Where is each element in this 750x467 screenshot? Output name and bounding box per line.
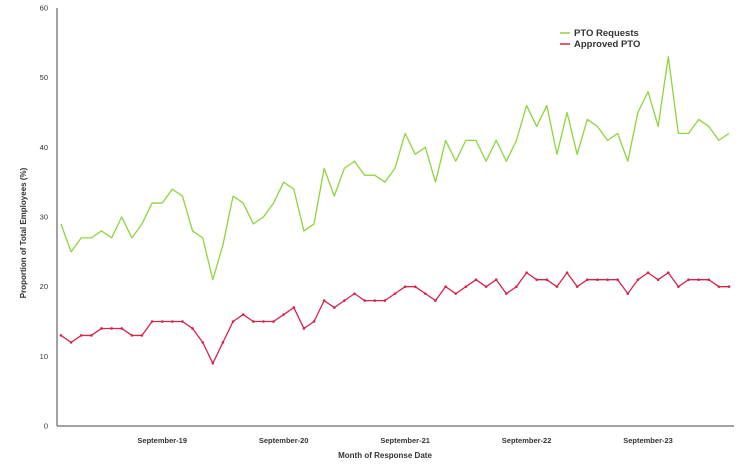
data-point-approved-pto [59,334,63,337]
chart-axes [56,8,734,427]
data-point-approved-pto [191,327,194,330]
data-point-approved-pto [464,285,468,288]
data-point-approved-pto [343,299,346,302]
data-point-approved-pto [302,327,306,330]
x-tick-label: September-23 [623,436,673,445]
x-tick-label: September-22 [502,436,552,445]
data-point-approved-pto [110,327,113,330]
y-tick-label: 50 [40,73,48,82]
data-point-approved-pto [332,306,336,309]
data-point-approved-pto [444,285,447,288]
data-point-approved-pto [322,299,326,302]
data-point-approved-pto [707,278,711,282]
data-point-approved-pto [697,278,700,282]
data-point-approved-pto [596,278,599,282]
data-point-approved-pto [545,278,549,282]
data-point-approved-pto [525,271,528,275]
data-point-approved-pto [575,285,579,288]
data-point-approved-pto [120,327,124,330]
y-axis-title: Proportion of Total Employees (%) [19,167,28,298]
data-point-approved-pto [626,292,630,295]
data-point-approved-pto [555,285,559,288]
data-point-approved-pto [252,320,255,323]
data-point-approved-pto [150,320,154,323]
series-approved-pto [59,271,731,365]
y-axis-ticks: 0 10 20 30 40 50 60 [40,4,48,431]
series-pto-requests [60,56,730,281]
data-point-approved-pto [677,285,680,288]
data-point-approved-pto [484,285,488,288]
series-line-pto-requests [60,56,730,281]
data-point-approved-pto [221,341,225,344]
data-point-approved-pto [505,292,508,295]
legend: PTO Requests Approved PTO [560,28,640,50]
data-point-approved-pto [494,278,498,282]
data-point-approved-pto [79,334,83,337]
data-point-approved-pto [363,299,366,302]
data-point-approved-pto [434,299,437,302]
y-tick-label: 30 [40,213,48,222]
data-point-approved-pto [727,285,731,288]
data-point-approved-pto [140,334,144,337]
data-point-approved-pto [292,306,296,309]
y-tick-label: 0 [44,422,48,431]
data-point-approved-pto [565,271,569,275]
x-axis-title: Month of Response Date [338,451,432,460]
data-point-approved-pto [687,278,690,282]
series-group [59,56,731,365]
data-point-approved-pto [666,271,670,275]
data-point-approved-pto [454,292,458,295]
data-point-approved-pto [282,313,285,316]
data-point-approved-pto [535,278,538,282]
data-point-approved-pto [171,320,174,323]
y-tick-label: 40 [40,143,48,152]
data-point-approved-pto [262,320,265,323]
series-line-approved-pto [60,272,729,364]
data-point-approved-pto [474,278,478,282]
data-point-approved-pto [515,285,518,288]
data-point-approved-pto [353,292,356,295]
data-point-approved-pto [181,320,184,323]
data-point-approved-pto [586,278,589,282]
x-tick-label: September-20 [259,436,309,445]
y-tick-label: 10 [40,352,48,361]
x-tick-label: September-19 [137,436,187,445]
data-point-approved-pto [403,285,407,288]
data-point-approved-pto [90,334,93,337]
data-point-approved-pto [383,299,387,302]
y-tick-label: 60 [40,4,48,13]
legend-label-pto-requests: PTO Requests [574,28,639,39]
data-point-approved-pto [100,327,103,330]
data-point-approved-pto [616,278,619,282]
data-point-approved-pto [130,334,134,337]
legend-label-approved-pto: Approved PTO [574,39,640,50]
data-point-approved-pto [424,292,427,295]
data-point-approved-pto [231,320,235,323]
y-tick-label: 20 [40,282,48,291]
data-point-approved-pto [211,362,215,365]
data-point-approved-pto [656,278,660,282]
data-point-approved-pto [393,292,397,295]
data-point-approved-pto [69,341,73,344]
data-point-approved-pto [373,299,377,302]
data-point-approved-pto [606,278,609,282]
data-point-approved-pto [160,320,164,323]
x-axis-ticks: September-19 September-20 September-21 Sept… [137,436,672,445]
data-point-approved-pto [717,285,721,288]
data-point-approved-pto [646,271,650,275]
data-point-approved-pto [636,278,640,282]
x-tick-label: September-21 [380,436,430,445]
data-point-approved-pto [312,320,316,323]
data-point-approved-pto [272,320,275,323]
data-point-approved-pto [201,341,204,344]
data-point-approved-pto [413,285,417,288]
data-point-approved-pto [241,313,245,316]
